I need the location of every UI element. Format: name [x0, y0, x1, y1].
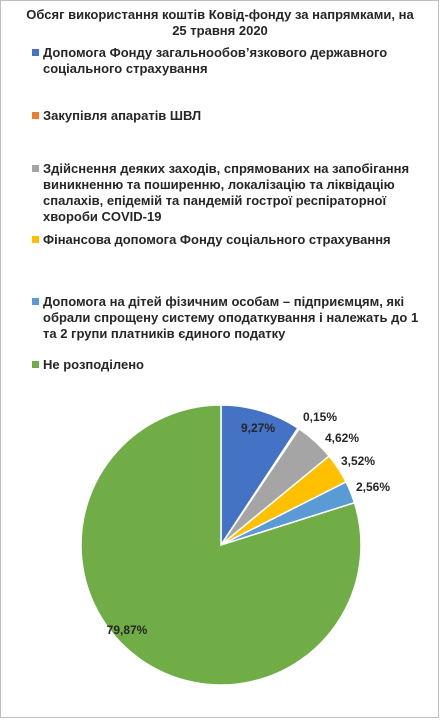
data-label-3: 3,52% — [341, 454, 375, 468]
legend-swatch-3 — [32, 236, 39, 243]
data-label-2: 4,62% — [325, 431, 359, 445]
legend-label-3: Фінансова допомога Фонду соціального стр… — [43, 232, 391, 247]
legend-item-3: Фінансова допомога Фонду соціального стр… — [32, 232, 433, 248]
pie-slice-0 — [220, 404, 300, 548]
legend-swatch-1 — [32, 112, 39, 119]
legend-item-1: Закупівля апаратів ШВЛ — [32, 108, 433, 124]
legend-label-5: Не розподілено — [43, 357, 144, 372]
legend-swatch-2 — [32, 165, 39, 172]
legend-swatch-4 — [32, 298, 39, 305]
legend-item-0: Допомога Фонду загальнообов’язкового дер… — [32, 45, 433, 77]
data-label-1: 0,15% — [303, 410, 337, 424]
data-label-5: 79,87% — [107, 623, 148, 637]
legend-item-4: Допомога на дітей фізичним особам – підп… — [32, 294, 433, 342]
legend-label-1: Закупівля апаратів ШВЛ — [43, 108, 202, 123]
legend-item-2: Здійснення деяких заходів, спрямованих н… — [32, 161, 433, 225]
legend-swatch-0 — [32, 49, 39, 56]
legend-label-4: Допомога на дітей фізичним особам – підп… — [43, 294, 419, 341]
legend-swatch-5 — [32, 361, 39, 368]
pie-slice-5 — [80, 404, 362, 686]
data-label-4: 2,56% — [356, 480, 390, 494]
legend-label-0: Допомога Фонду загальнообов’язкового дер… — [43, 45, 388, 76]
legend-item-5: Не розподілено — [32, 357, 433, 373]
chart-title: Обсяг використання коштів Ковід-фонду за… — [26, 7, 414, 38]
data-label-0: 9,27% — [241, 421, 275, 435]
legend-label-2: Здійснення деяких заходів, спрямованих н… — [43, 161, 410, 224]
